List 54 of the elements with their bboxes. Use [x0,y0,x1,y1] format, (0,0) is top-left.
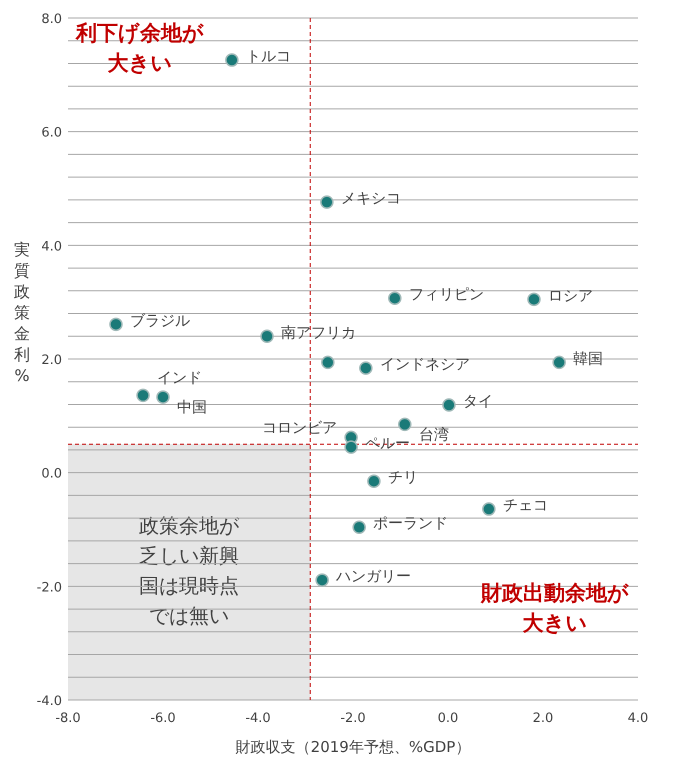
x-tick-label: 4.0 [628,711,648,726]
annotation: フィリピン [408,285,484,304]
annotation: 財政出動余地が大きい [480,581,629,635]
x-tick-label: -2.0 [340,711,366,726]
point [388,291,402,305]
y-tick-label: 4.0 [41,239,62,254]
annotation: インドネシア [380,355,470,374]
annotation: インド [157,368,202,386]
annotation: コロンビア [262,418,338,436]
point [109,318,123,332]
x-tick-label: 0.0 [438,711,458,726]
y-tick-label: -2.0 [36,580,62,596]
annotation: トルコ [246,47,291,66]
annotation: 韓国 [573,349,604,368]
annotation: 利下げ余地が大きい [75,21,204,75]
point [260,330,274,344]
annotation: メキシコ [340,189,401,208]
y-axis-title: 実質政策金利% [14,240,30,385]
point [482,502,496,516]
y-tick-label: 8.0 [41,12,62,27]
annotation: チェコ [502,496,548,514]
x-tick-label: -6.0 [150,711,176,726]
x-tick-label: 2.0 [532,711,554,726]
annotation: 中国 [177,398,207,416]
x-axis-title: 財政収支（2019年予想、%GDP） [236,738,470,756]
point [344,440,358,454]
point [315,573,329,587]
point [367,474,381,488]
point [442,398,456,412]
y-tick-label: 0.0 [41,466,62,482]
point [352,520,366,534]
point [359,361,373,375]
annotation: チリ [388,468,418,486]
point [552,356,566,370]
y-tick-label: -4.0 [36,694,62,709]
point [156,390,170,404]
y-tick-label: 2.0 [41,353,62,368]
annotation: 南アフリカ [281,323,356,342]
y-tick-label: 6.0 [41,126,62,141]
annotation: ブラジル [130,311,190,330]
x-tick-label: -4.0 [245,711,271,726]
point [321,356,335,370]
point [527,292,541,306]
point [320,195,334,209]
x-tick-label: -8.0 [55,711,81,726]
annotation: ハンガリー [335,567,412,586]
annotation: ペルー [365,434,410,452]
point [398,418,412,432]
point [136,388,150,402]
annotation: タイ [462,392,493,410]
annotation: ロシア [548,286,593,304]
annotation: ポーランド [373,514,448,532]
annotation: 台湾 [418,425,449,444]
point [225,53,239,67]
